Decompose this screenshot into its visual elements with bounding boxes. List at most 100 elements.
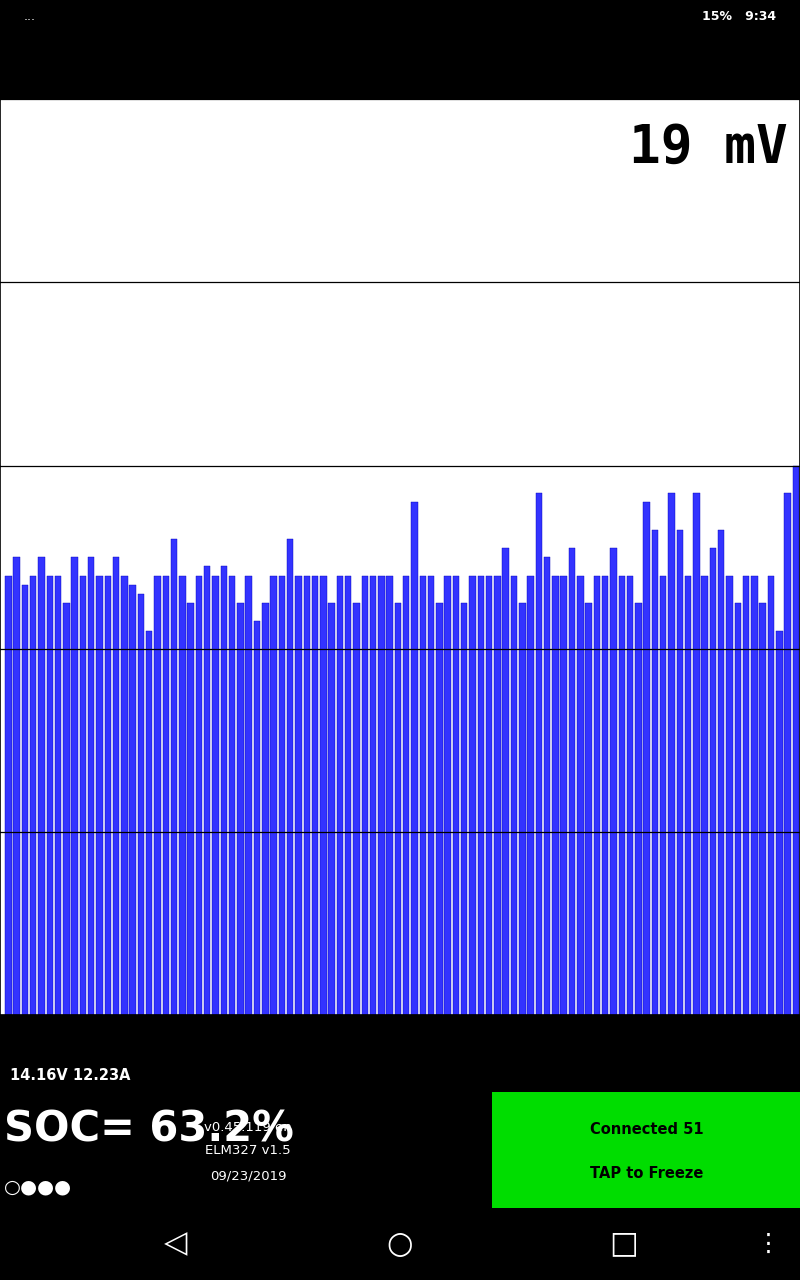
Text: Connected 51: Connected 51 — [590, 1123, 703, 1137]
Bar — [354, 603, 360, 1015]
Bar — [677, 530, 683, 1015]
Bar — [602, 576, 609, 1015]
Bar — [693, 493, 700, 1015]
Bar — [685, 576, 691, 1015]
Bar — [743, 576, 750, 1015]
Bar — [494, 576, 501, 1015]
Bar — [643, 502, 650, 1015]
Bar — [154, 576, 161, 1015]
Bar — [510, 576, 518, 1015]
Bar — [138, 594, 144, 1015]
Text: 09/23/2019: 09/23/2019 — [210, 1170, 286, 1183]
Bar — [519, 603, 526, 1015]
Bar — [345, 576, 351, 1015]
Bar — [162, 576, 169, 1015]
Bar — [262, 603, 269, 1015]
Bar — [577, 576, 583, 1015]
Bar — [561, 576, 567, 1015]
Bar — [30, 576, 36, 1015]
Bar — [627, 576, 634, 1015]
Bar — [552, 576, 558, 1015]
Bar — [278, 576, 285, 1015]
Bar — [113, 557, 119, 1015]
Bar — [544, 557, 550, 1015]
Bar — [254, 621, 260, 1015]
Bar — [221, 566, 227, 1015]
Bar — [403, 576, 410, 1015]
Text: TAP to Freeze: TAP to Freeze — [590, 1166, 703, 1181]
Bar — [237, 603, 244, 1015]
Bar — [46, 576, 53, 1015]
Bar — [470, 576, 476, 1015]
Text: SOC= 63.2%: SOC= 63.2% — [4, 1108, 294, 1151]
Bar — [187, 603, 194, 1015]
Bar — [751, 576, 758, 1015]
Bar — [303, 576, 310, 1015]
Bar — [320, 576, 326, 1015]
Bar — [105, 576, 111, 1015]
Text: 15%   9:34: 15% 9:34 — [702, 10, 776, 23]
Bar — [130, 585, 136, 1015]
Bar — [22, 585, 28, 1015]
Bar — [63, 603, 70, 1015]
Bar — [270, 576, 277, 1015]
Bar — [96, 576, 102, 1015]
Bar — [246, 576, 252, 1015]
Text: 19 mV: 19 mV — [630, 122, 788, 174]
Text: min/avg/max = 3.981 3.988 4.000  (19 mV): min/avg/max = 3.981 3.988 4.000 (19 mV) — [255, 1029, 609, 1044]
Bar — [394, 603, 401, 1015]
Bar — [80, 576, 86, 1015]
Bar — [527, 576, 534, 1015]
Bar — [196, 576, 202, 1015]
Bar — [378, 576, 385, 1015]
Bar — [635, 603, 642, 1015]
Bar — [453, 576, 459, 1015]
Text: □: □ — [610, 1230, 638, 1258]
Bar — [569, 548, 575, 1015]
Text: 💡: 💡 — [10, 1021, 19, 1039]
Bar — [411, 502, 418, 1015]
Bar — [370, 576, 376, 1015]
Bar — [759, 603, 766, 1015]
Bar — [776, 631, 782, 1015]
Bar — [5, 576, 11, 1015]
Text: ...: ... — [24, 10, 36, 23]
Bar — [784, 493, 790, 1015]
Bar — [54, 576, 62, 1015]
Bar — [14, 557, 20, 1015]
Bar — [146, 631, 153, 1015]
Bar — [445, 576, 451, 1015]
Bar — [295, 576, 302, 1015]
Bar — [171, 539, 178, 1015]
Bar — [362, 576, 368, 1015]
Bar — [734, 603, 741, 1015]
Bar — [768, 576, 774, 1015]
Text: ≡: ≡ — [770, 56, 788, 77]
Bar — [212, 576, 218, 1015]
Bar — [486, 576, 492, 1015]
Text: ○●●●: ○●●● — [4, 1178, 72, 1197]
Bar — [88, 557, 94, 1015]
Bar — [121, 576, 127, 1015]
Text: ○: ○ — [386, 1230, 414, 1258]
Bar — [652, 530, 658, 1015]
Text: 1N4AZ0CP8FC318271 odo=17,863 mi  1 QCs & 875 L1/L2s: 1N4AZ0CP8FC318271 odo=17,863 mi 1 QCs & … — [157, 74, 611, 88]
Bar — [386, 576, 393, 1015]
Bar — [179, 576, 186, 1015]
Text: Bat Sts:  AHr= 55.90  SOH= 90.02%  Hx= 82.68%  382.64V 3.47A: Bat Sts: AHr= 55.90 SOH= 90.02% Hx= 82.6… — [117, 44, 651, 59]
Bar — [436, 603, 442, 1015]
Bar — [586, 603, 592, 1015]
Bar — [710, 548, 716, 1015]
Bar — [610, 548, 617, 1015]
Bar — [502, 548, 509, 1015]
Bar — [71, 557, 78, 1015]
Bar — [204, 566, 210, 1015]
Bar — [492, 1092, 800, 1208]
Bar — [461, 603, 467, 1015]
Bar — [718, 530, 725, 1015]
Bar — [229, 576, 235, 1015]
Bar — [793, 466, 799, 1015]
Text: ELM327 v1.5: ELM327 v1.5 — [205, 1144, 291, 1157]
Bar — [312, 576, 318, 1015]
Bar — [668, 493, 674, 1015]
